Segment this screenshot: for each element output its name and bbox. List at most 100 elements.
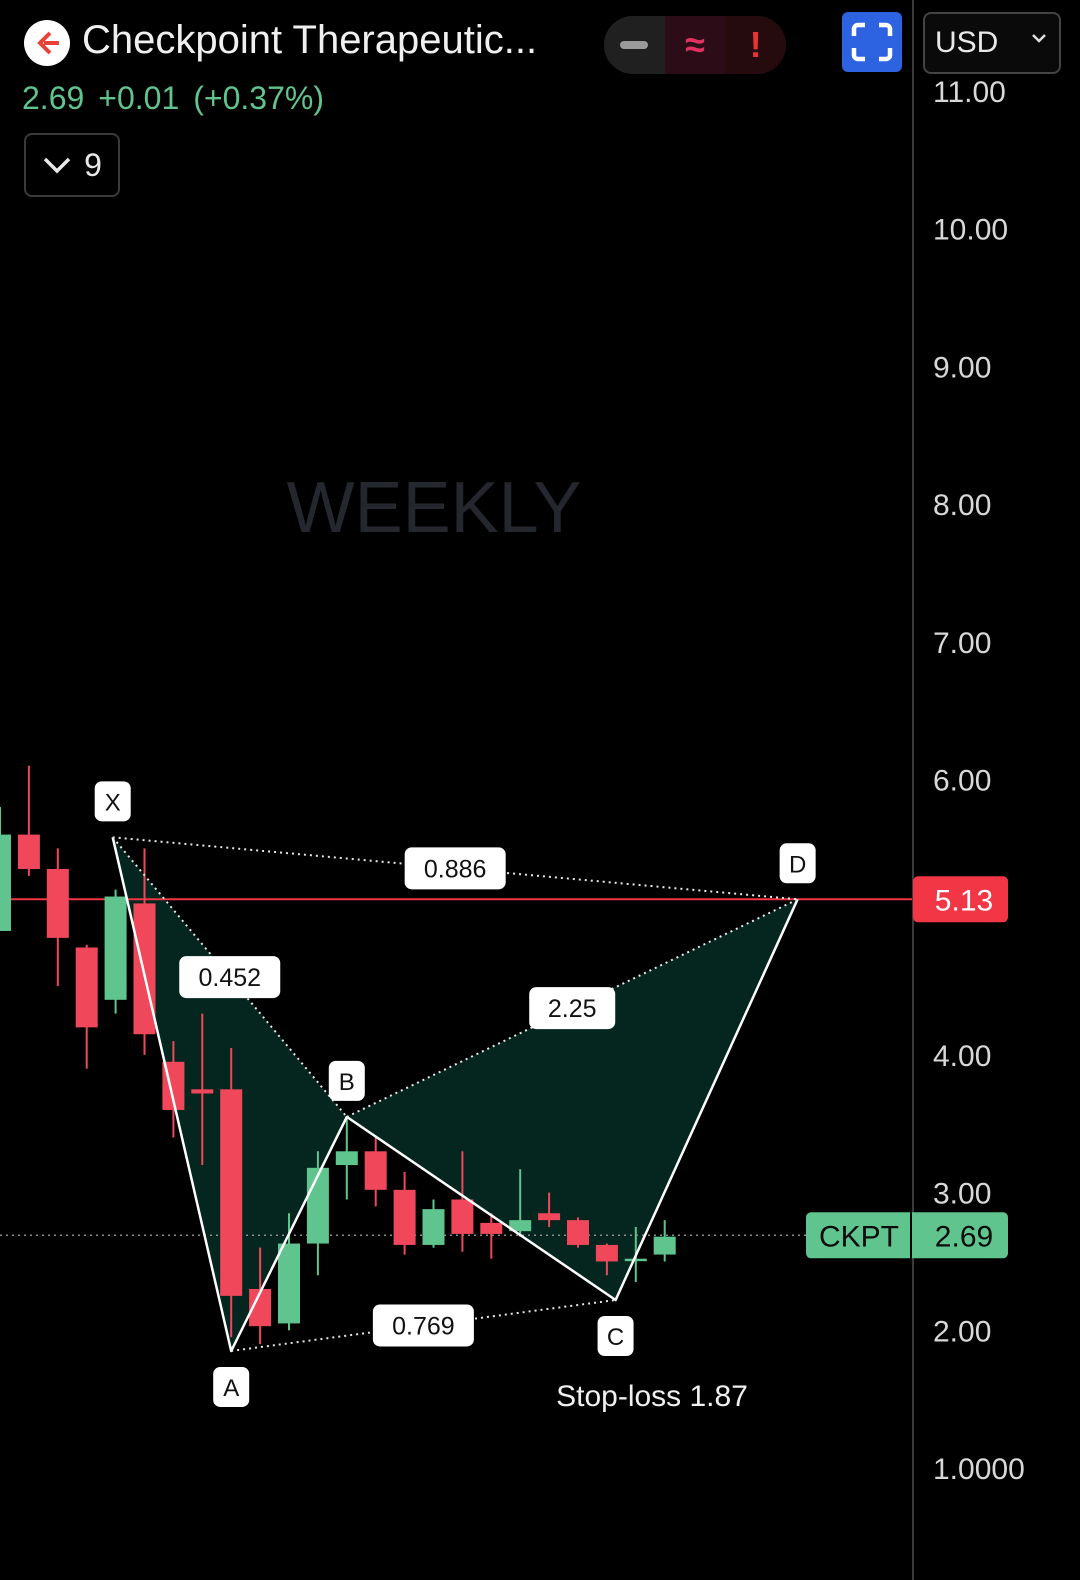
symbol-label: CKPT: [819, 1220, 899, 1253]
candle-body: [364, 1151, 387, 1190]
price-axis-tick: 11.00: [933, 76, 1006, 109]
approx-icon[interactable]: ≈: [664, 16, 726, 74]
point-label-box: [213, 1366, 250, 1407]
candle-body: [46, 869, 69, 938]
ratio-label-box: [372, 1304, 474, 1347]
indicator-count: 9: [84, 146, 102, 183]
minus-icon[interactable]: [604, 16, 665, 74]
price-axis-tick: 8.00: [933, 489, 991, 522]
ratio-label-box: [529, 987, 616, 1030]
candle-body: [595, 1244, 618, 1262]
currency-label: USD: [935, 26, 999, 59]
candle-2: [17, 765, 40, 876]
point-label-text: D: [789, 851, 806, 878]
fullscreen-button[interactable]: [842, 12, 902, 72]
candle-21: [567, 1217, 589, 1248]
candle-body: [567, 1220, 589, 1245]
candle-body: [133, 903, 156, 1035]
price-axis-tick: 2.00: [933, 1315, 991, 1348]
price-axis-tick: 9.00: [933, 351, 991, 384]
fullscreen-icon: [851, 22, 893, 62]
point-label-D: D: [779, 843, 816, 884]
last-price-badge: CKPT 2.69: [806, 1212, 1008, 1259]
candle-10: [249, 1247, 272, 1345]
price-axis-tick: 4.00: [933, 1040, 991, 1073]
candle-body: [538, 1213, 561, 1221]
chart-watermark: WEEKLY: [287, 468, 582, 548]
candle-body: [0, 834, 11, 931]
point-label-box: [597, 1316, 634, 1357]
candle-9: [220, 1048, 243, 1338]
point-label-box: [328, 1060, 365, 1101]
ratio-label-text: 2.25: [548, 995, 597, 1023]
pattern-fill-bcd: [346, 899, 798, 1300]
candle-15: [393, 1171, 416, 1255]
ratio-label-3: 0.769: [372, 1304, 474, 1347]
last-price-badge-box: [806, 1212, 1008, 1259]
company-logo-icon: [24, 20, 70, 66]
candle-24: [653, 1220, 676, 1262]
price-axis-tick: 10.00: [933, 214, 1008, 247]
price-change: +0.01: [98, 80, 180, 116]
stop-price-badge-box: [913, 876, 1008, 923]
candle-body: [104, 896, 127, 1000]
ratio-label-box: [404, 847, 506, 890]
point-label-box: [779, 843, 816, 884]
last-price: 2.69: [22, 80, 85, 116]
candle-body: [624, 1258, 647, 1262]
candle-4: [75, 944, 98, 1069]
price-axis-tick: 6.00: [933, 765, 991, 798]
candle-8: [191, 1013, 214, 1166]
stop-loss-annotation: Stop-loss 1.87: [556, 1380, 748, 1413]
price-change-percent: (+0.37%): [193, 80, 324, 116]
status-indicators[interactable]: ≈ !: [604, 16, 786, 74]
candle-3: [46, 848, 69, 987]
candle-20: [538, 1192, 561, 1228]
symbol-title[interactable]: Checkpoint Therapeutic...: [82, 18, 538, 62]
candle-16: [422, 1199, 445, 1248]
price-axis-tick: 1.0000: [933, 1453, 1025, 1486]
point-label-text: A: [223, 1375, 239, 1402]
indicators-toggle-button[interactable]: 9: [24, 133, 120, 197]
point-label-box: [94, 781, 131, 822]
last-price-label: 2.69: [935, 1220, 993, 1253]
chevron-down-icon: [43, 157, 71, 174]
pattern-legs: [111, 837, 799, 1353]
candle-body: [509, 1220, 532, 1232]
candle-body: [191, 1089, 214, 1094]
point-label-A: A: [213, 1366, 250, 1407]
stop-price-badge: 5.13: [913, 876, 1008, 923]
ratio-label-4: 2.25: [529, 987, 616, 1030]
candle-body: [422, 1209, 445, 1245]
point-label-text: C: [607, 1324, 624, 1351]
currency-select[interactable]: USD: [923, 12, 1061, 74]
ratio-label-1: 0.452: [179, 956, 281, 999]
candle-1: [0, 807, 11, 931]
chart-header: Checkpoint Therapeutic... 2.69 +0.01 (+0.3…: [0, 0, 1080, 210]
candle-5: [104, 889, 127, 1014]
price-quote: 2.69 +0.01 (+0.37%): [22, 80, 338, 117]
candle-body: [451, 1199, 474, 1234]
ratio-label-2: 0.886: [404, 847, 506, 890]
candle-body: [306, 1167, 329, 1244]
candle-13: [335, 1116, 358, 1200]
candle-body: [249, 1288, 272, 1327]
point-label-text: B: [339, 1069, 355, 1096]
candle-14: [364, 1137, 387, 1207]
candle-body: [480, 1222, 503, 1234]
ratio-label-text: 0.769: [392, 1312, 455, 1340]
candle-body: [17, 834, 40, 870]
point-label-text: X: [105, 789, 121, 816]
ratio-label-text: 0.886: [424, 855, 487, 883]
candle-body: [393, 1189, 416, 1245]
point-label-C: C: [597, 1316, 634, 1357]
stop-price-badge-text: 5.13: [935, 884, 993, 917]
point-label-X: X: [94, 781, 131, 822]
price-axis-tick: 3.00: [933, 1178, 991, 1211]
candle-18: [480, 1213, 503, 1259]
chevron-down-icon: [1032, 34, 1046, 43]
candle-body: [335, 1151, 358, 1166]
candle-body: [278, 1243, 300, 1324]
exclamation-icon[interactable]: !: [725, 16, 786, 74]
